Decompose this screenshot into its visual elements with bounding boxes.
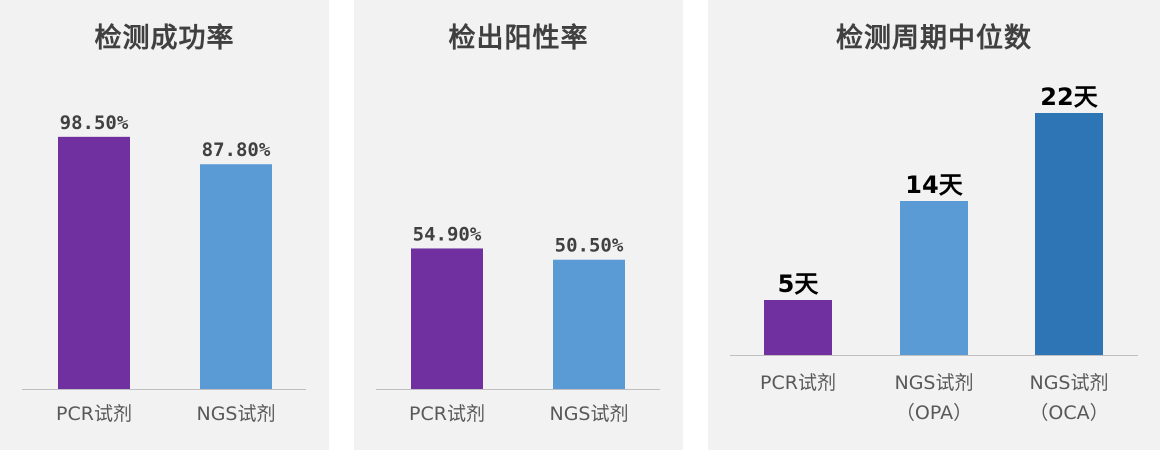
data-label: 22天 bbox=[1040, 83, 1097, 111]
bar bbox=[764, 300, 832, 355]
category-tick-label: PCR试剂 bbox=[760, 372, 836, 394]
chart-plot: 5天 PCR试剂 14天 NGS试剂 （OPA） 22天 NGS试剂 （OCA） bbox=[730, 83, 1138, 424]
category-tick-label: NGS试剂 bbox=[197, 403, 276, 425]
bar bbox=[58, 136, 130, 389]
data-label: 5天 bbox=[778, 270, 819, 298]
chart-title: 检出阳性率 bbox=[448, 23, 589, 54]
chart-plot: 98.50% PCR试剂 87.80% NGS试剂 bbox=[22, 112, 306, 425]
category-tick-label: （OCA） bbox=[1029, 402, 1108, 424]
category-tick-label: （OPA） bbox=[896, 402, 972, 424]
chart-panel-cycle-median: 检测周期中位数 5天 PCR试剂 14天 NGS试剂 （OPA） 22天 NGS试剂 （OCA… bbox=[708, 0, 1160, 450]
category-tick-label: PCR试剂 bbox=[56, 403, 132, 425]
data-label: 54.90% bbox=[413, 223, 482, 245]
data-label: 50.50% bbox=[555, 235, 624, 257]
data-label: 87.80% bbox=[202, 139, 271, 161]
bar bbox=[200, 164, 272, 389]
chart-panel-positive-rate: 检出阳性率 54.90% PCR试剂 50.50% NGS试剂 bbox=[354, 0, 683, 450]
category-tick-label: NGS试剂 bbox=[1030, 372, 1109, 394]
bar bbox=[900, 201, 968, 355]
bar bbox=[1035, 113, 1103, 355]
category-tick-label: NGS试剂 bbox=[895, 372, 974, 394]
chart-title: 检测成功率 bbox=[94, 23, 235, 54]
bar bbox=[553, 259, 625, 389]
category-tick-label: NGS试剂 bbox=[550, 403, 629, 425]
data-label: 98.50% bbox=[60, 112, 129, 134]
chart-title: 检测周期中位数 bbox=[836, 23, 1032, 54]
data-label: 14天 bbox=[905, 171, 962, 199]
chart-plot: 54.90% PCR试剂 50.50% NGS试剂 bbox=[376, 223, 660, 425]
category-tick-label: PCR试剂 bbox=[409, 403, 485, 425]
bar bbox=[411, 248, 483, 389]
chart-panel-success-rate: 检测成功率 98.50% PCR试剂 87.80% NGS试剂 bbox=[0, 0, 329, 450]
